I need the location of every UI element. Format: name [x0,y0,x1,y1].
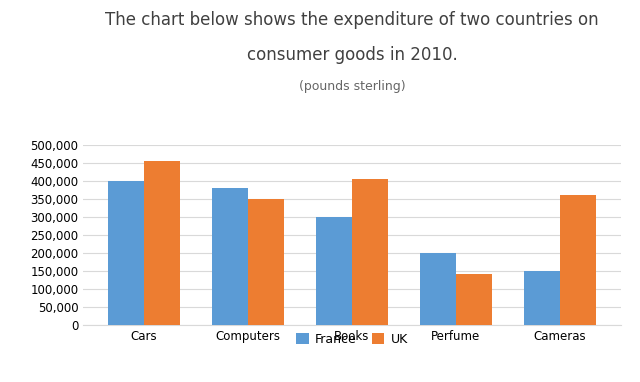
Bar [560,196,596,325]
Bar [212,188,248,325]
Bar [108,181,144,325]
Title: The chart below shows the expenditure of two countries on
consumer goods in 2010: The chart below shows the expenditure of… [0,381,1,382]
Legend: France, UK: France, UK [291,328,413,351]
Bar [524,271,560,325]
Text: consumer goods in 2010.: consumer goods in 2010. [246,46,458,64]
Text: (pounds sterling): (pounds sterling) [299,80,405,93]
Bar [248,199,284,325]
Bar [352,179,388,325]
Bar [316,217,352,325]
Bar [420,253,456,325]
Bar [144,161,180,325]
Text: The chart below shows the expenditure of two countries on: The chart below shows the expenditure of… [105,11,599,29]
Bar [456,274,492,325]
